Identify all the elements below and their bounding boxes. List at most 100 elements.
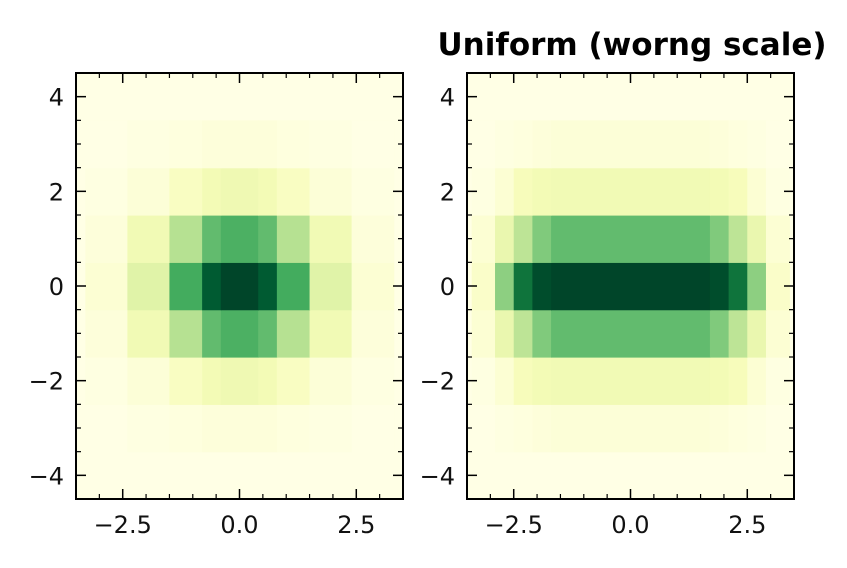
left-heatmap-cell — [202, 215, 222, 263]
right-heatmap-cell — [709, 167, 730, 216]
left-heatmap-cell — [169, 404, 203, 453]
left-heatmap-cell — [276, 357, 311, 405]
right-heatmap-cell — [709, 404, 730, 453]
right-heatmap-cell — [495, 357, 515, 405]
left-heatmap-cell — [202, 167, 222, 216]
right-heatmap-cell — [728, 309, 748, 358]
left-heatmap-cell — [309, 215, 353, 263]
right-heatmap-cell — [747, 120, 767, 169]
left-heatmap-cell — [169, 167, 203, 216]
right-heatmap-cell — [747, 357, 767, 405]
left-heatmap-cell — [169, 120, 203, 169]
right-heatmap-cell — [765, 215, 790, 263]
right-heatmap-cell — [532, 404, 552, 453]
left-heatmap-cell — [202, 309, 222, 358]
left-heatmap-cell — [127, 262, 171, 311]
left-y-tick-label: −2 — [29, 368, 64, 396]
right-heatmap-cell — [513, 357, 533, 405]
left-heatmap-cell — [127, 167, 171, 216]
left-heatmap-cell — [85, 309, 128, 358]
right-heatmap-cell — [471, 309, 496, 358]
left-heatmap-cell — [351, 404, 395, 453]
right-heatmap-cell — [765, 262, 790, 311]
right-heatmap-cell — [471, 120, 496, 169]
right-heatmap-cell — [765, 309, 790, 358]
right-heatmap-cell — [551, 262, 711, 311]
left-heatmap-cell — [220, 309, 259, 358]
right-heatmap-cell — [728, 262, 748, 311]
right-heatmap-cell — [728, 120, 748, 169]
left-heatmap-cell — [202, 357, 222, 405]
right-heatmap-cell — [471, 262, 496, 311]
left-heatmap-cell — [85, 262, 128, 311]
left-heatmap-cell — [258, 215, 278, 263]
left-heatmap-cell — [220, 357, 259, 405]
right-heatmap-cell — [709, 262, 730, 311]
right-heatmap-cell — [551, 120, 711, 169]
right-heatmap-cell — [765, 404, 790, 453]
left-heatmap-cell — [220, 120, 259, 169]
left-heatmap-cell — [85, 404, 128, 453]
right-heatmap-cell — [471, 404, 496, 453]
left-heatmap-cell — [202, 262, 222, 311]
right-heatmap-cell — [765, 120, 790, 169]
right-heatmap-cell — [765, 357, 790, 405]
right-heatmap-cell — [551, 215, 711, 263]
left-heatmap-cell — [220, 404, 259, 453]
right-heatmap-cell — [728, 357, 748, 405]
right-heatmap-cell — [513, 404, 533, 453]
right-heatmap-cell — [551, 404, 711, 453]
right-heatmap-cell — [532, 309, 552, 358]
left-heatmap-cell — [309, 404, 353, 453]
right-heatmap-cell — [513, 262, 533, 311]
left-heatmap-cell — [309, 309, 353, 358]
left-heatmap-cell — [127, 120, 171, 169]
right-heatmap-cell — [747, 404, 767, 453]
right-y-tick-label: 4 — [440, 84, 455, 112]
left-heatmap-cell — [309, 167, 353, 216]
left-heatmap-cell — [220, 215, 259, 263]
left-heatmap-cell — [276, 215, 311, 263]
left-heatmap-cell — [351, 309, 395, 358]
right-x-tick-label: 2.5 — [728, 511, 766, 539]
left-heatmap-cell — [127, 404, 171, 453]
left-heatmap-cell — [169, 262, 203, 311]
right-x-tick-label: −2.5 — [485, 511, 543, 539]
left-heatmap-cell — [351, 262, 395, 311]
left-heatmap-cell — [351, 357, 395, 405]
right-heatmap-cell — [747, 309, 767, 358]
right-heatmap-cell — [471, 167, 496, 216]
left-heatmap-cell — [276, 309, 311, 358]
right-y-tick-label: −2 — [420, 368, 455, 396]
left-heatmap-cell — [85, 357, 128, 405]
left-heatmap-cell — [258, 262, 278, 311]
left-x-tick-label: 2.5 — [337, 511, 375, 539]
left-y-tick-label: 2 — [49, 178, 64, 206]
left-y-tick-label: 4 — [49, 84, 64, 112]
left-heatmap-cell — [309, 120, 353, 169]
right-heatmap-cell — [551, 357, 711, 405]
right-heatmap-cell — [728, 215, 748, 263]
right-heatmap-cell — [471, 357, 496, 405]
right-heatmap-cell — [532, 215, 552, 263]
right-heatmap-cell — [709, 120, 730, 169]
right-x-tick-label: 0.0 — [611, 511, 649, 539]
left-heatmap-cell — [85, 167, 128, 216]
right-heatmap-cell — [513, 120, 533, 169]
left-heatmap-cell — [351, 215, 395, 263]
right-heatmap-cell — [532, 167, 552, 216]
left-heatmap-cell — [258, 309, 278, 358]
right-heatmap-cell — [728, 167, 748, 216]
left-heatmap-cell — [258, 167, 278, 216]
right-heatmap-cell — [765, 167, 790, 216]
right-heatmap-cell — [709, 357, 730, 405]
left-heatmap-cell — [276, 404, 311, 453]
right-heatmap-cell — [513, 309, 533, 358]
right-heatmap-cell — [495, 167, 515, 216]
left-heatmap-cell — [127, 357, 171, 405]
left-heatmap-cell — [169, 309, 203, 358]
right-heatmap-cell — [495, 262, 515, 311]
left-heatmap-cell — [309, 262, 353, 311]
right-heatmap-cell — [747, 167, 767, 216]
